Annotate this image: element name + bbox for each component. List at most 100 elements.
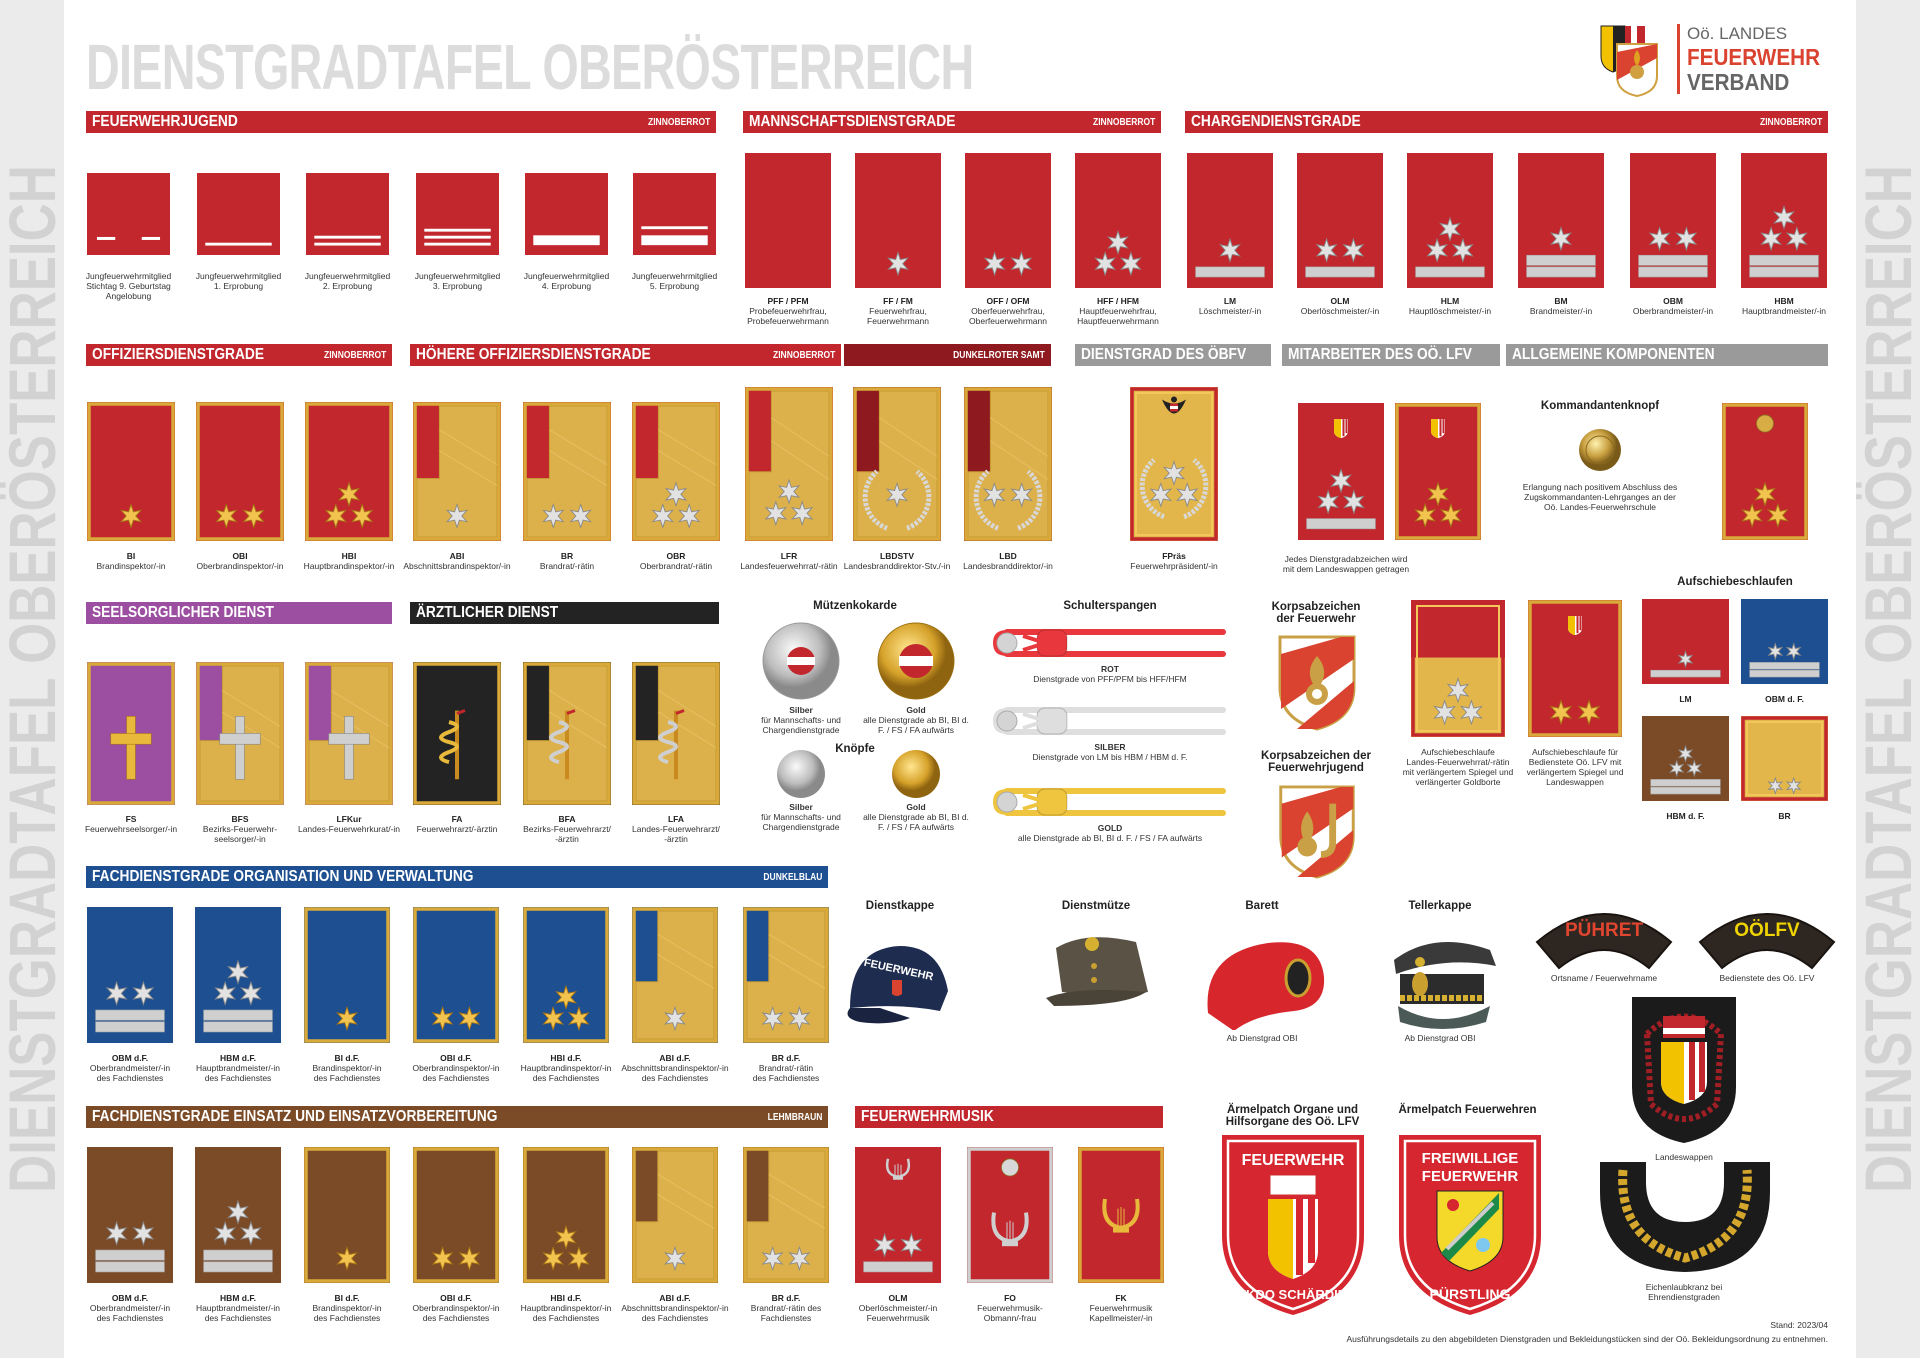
star-icon	[1675, 226, 1698, 252]
star-icon	[1785, 642, 1802, 661]
rank-name: Hauptbrandmeister/-in des Fachdienstes	[195, 1303, 281, 1323]
landeswappen-patch-icon	[1632, 997, 1736, 1143]
star-icon	[542, 1005, 565, 1032]
star-icon	[1760, 226, 1783, 252]
rank-label: PFF / PFM Probefeuerwehrfrau, Probefeuerw…	[723, 296, 853, 326]
rank-label: OBM d. F.	[1720, 694, 1850, 704]
star-icon	[887, 251, 909, 277]
badge-frame	[413, 907, 499, 1043]
rank-badge	[197, 173, 280, 255]
footer-stand: Stand: 2023/04	[1770, 1320, 1828, 1330]
section-note: ZINNOBERROT	[1759, 116, 1822, 128]
rank-label: OBM Oberbrandmeister/-in	[1608, 296, 1738, 316]
landeswappen-label: Landeswappen	[1655, 1152, 1713, 1162]
rank-badge	[967, 1147, 1053, 1283]
star-icon	[1427, 481, 1449, 507]
schulterspangen-title: Schulterspangen	[1063, 600, 1157, 612]
badge-frame	[964, 387, 1052, 541]
rank-abbr: FA	[451, 814, 463, 824]
rank-name: Löschmeister/-in	[1198, 306, 1262, 316]
rank-abbr: HBI	[341, 551, 357, 561]
rank-abbr: BM	[1554, 296, 1568, 306]
rank-badge	[305, 662, 393, 805]
gold-panel	[635, 910, 715, 1040]
knopf-gold-text: alle Dienstgrade ab BI, BI d. F. / FS / …	[863, 812, 969, 832]
rank-label: HBM d. F.	[1621, 811, 1751, 821]
star-icon	[1767, 776, 1784, 795]
rank-label: ABI d.F. Abschnittsbrandinspektor/-in des…	[610, 1293, 740, 1323]
schulterspange-1	[992, 706, 1227, 736]
rank-badge	[413, 402, 501, 541]
rank-label: OLM Oberlöschmeister/-in	[1275, 296, 1405, 316]
badge-background	[523, 907, 609, 1043]
headwear-note: Ab Dienstgrad OBI	[1226, 1033, 1298, 1043]
rank-label: FK Feuerwehrmusik Kapellmeister/-in	[1056, 1293, 1186, 1323]
badge-graphic	[743, 907, 829, 1043]
badge-frame	[304, 907, 390, 1043]
rank-bar	[1749, 669, 1820, 678]
rank-badge	[1187, 153, 1273, 288]
rank-badge	[1395, 403, 1481, 540]
lyre-icon	[885, 1158, 911, 1180]
rank-name: Landesfeuerwehrrat/-rätin	[740, 561, 838, 571]
kommandantenknopf-note: Erlangung nach positivem Abschluss des Z…	[1522, 482, 1678, 512]
badge-background	[306, 173, 389, 255]
badge-graphic	[1642, 599, 1729, 684]
rank-badge	[87, 907, 173, 1043]
rank-name: Feuerwehrpräsident/-in	[1130, 561, 1218, 571]
badge-frame	[87, 662, 175, 805]
star-icon	[1773, 204, 1795, 231]
footer-text: Ausführungsdetails zu den abgebildeten D…	[1346, 1334, 1828, 1344]
badge-graphic	[1395, 403, 1481, 540]
rank-bar	[1306, 518, 1376, 530]
badge-background	[305, 402, 393, 541]
rank-label: Jungfeuerwehrmitglied 5. Erprobung	[610, 271, 740, 291]
rank-badge	[632, 662, 720, 805]
schulterspange-title: ROT	[1101, 664, 1119, 674]
star-icon	[431, 1005, 454, 1032]
star-icon	[569, 503, 592, 529]
kokarde-title: Mützenkokarde	[813, 600, 897, 612]
rank-label: OBI Oberbrandinspektor/-in	[175, 551, 305, 571]
rank-label: OLM Oberlöschmeister/-in Feuerwehrmusik	[833, 1293, 963, 1323]
rank-label: BI d.F. Brandinspektor/-in des Fachdienst…	[282, 1053, 412, 1083]
headwear-title: Tellerkappe	[1408, 900, 1472, 912]
rank-abbr: OBI d.F.	[440, 1293, 472, 1303]
rank-name: Jungfeuerwehrmitglied 2. Erprobung	[304, 271, 391, 291]
rank-abbr: LFKur	[336, 814, 362, 824]
badge-graphic	[413, 662, 501, 805]
badge-graphic	[632, 402, 720, 541]
star-icon	[1317, 489, 1340, 515]
rank-abbr: FO	[1004, 1293, 1016, 1303]
star-icon	[458, 1005, 481, 1032]
rank-bar	[1650, 779, 1721, 787]
rank-name: Feuerwehrfrau, Feuerwehrmann	[867, 306, 929, 326]
gold-panel	[746, 910, 826, 1040]
badge-frame	[1411, 600, 1505, 737]
section-note: DUNKELBLAU	[762, 871, 822, 883]
rank-name: Bezirks-Feuerwehrarzt/ -ärztin	[523, 824, 611, 844]
rank-badge	[196, 662, 284, 805]
rank-name: Brandrat/-rätin	[539, 561, 595, 571]
star-icon	[1550, 226, 1572, 252]
star-icon	[677, 503, 701, 529]
rank-badge	[523, 1147, 609, 1283]
section-note: ZINNOBERROT	[647, 116, 710, 128]
badge-background	[197, 173, 280, 255]
landeswappen-icon	[1431, 413, 1445, 439]
rank-name: Bezirks-Feuerwehr- seelsorger/-in	[202, 824, 278, 844]
rank-name: Oberbrandinspektor/-in des Fachdienstes	[412, 1063, 500, 1083]
badge-graphic	[87, 402, 175, 541]
side-text: DIENSTGRADTAFEL OBERÖSTERREICH	[1856, 165, 1920, 1193]
star-icon	[242, 503, 265, 529]
rank-abbr: LBDSTV	[880, 551, 914, 561]
badge-graphic	[855, 153, 941, 288]
rank-name: Brandrat/-rätin des Fachdienstes	[750, 1303, 822, 1323]
badge-background	[87, 173, 170, 255]
badge-graphic	[197, 173, 280, 255]
star-icon	[1219, 237, 1241, 263]
section-title: DIENSTGRAD DES ÖBFV	[1081, 346, 1247, 363]
star-icon	[1010, 251, 1033, 277]
star-icon	[214, 980, 237, 1007]
star-icon	[1330, 468, 1352, 494]
